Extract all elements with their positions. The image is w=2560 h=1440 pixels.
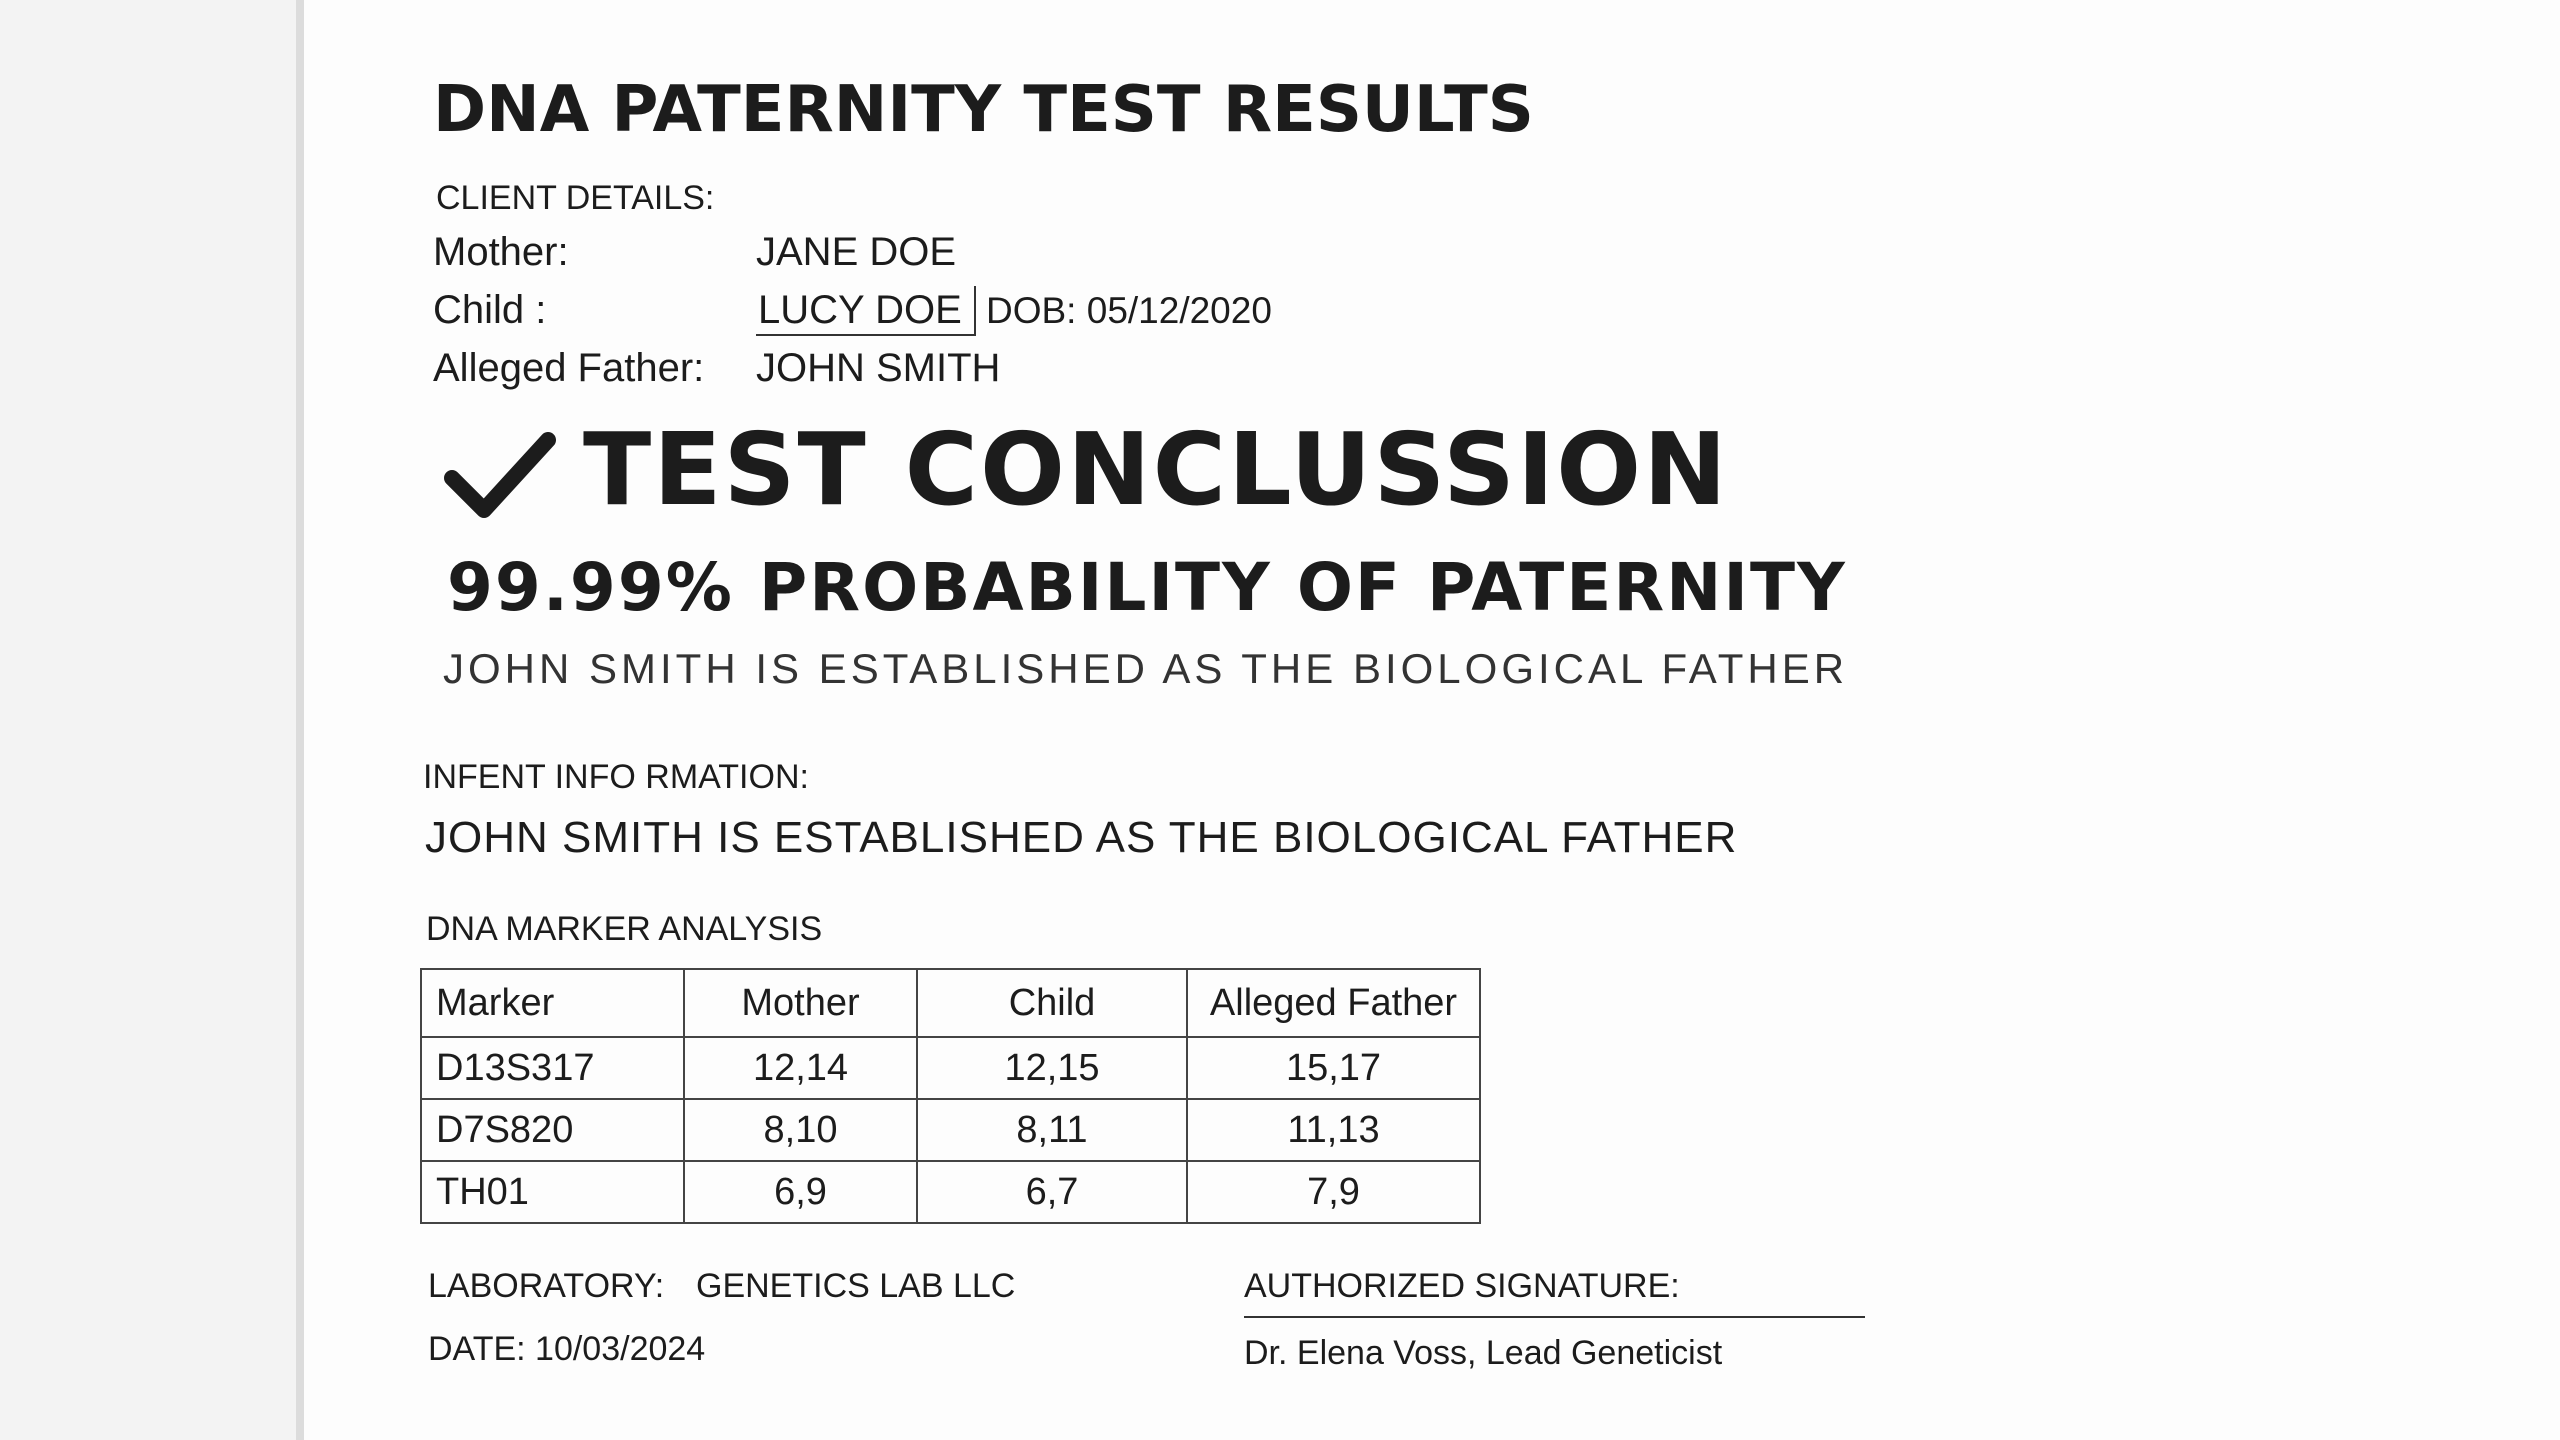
probability: 99.99% PROBABILITY OF PATERNITY: [447, 549, 1847, 626]
cell: D7S820: [420, 1098, 685, 1162]
field-value: JANE DOE: [756, 230, 957, 274]
table-header: Marker Mother Child Alleged Father: [420, 968, 1481, 1038]
table-row: D13S317 12,14 12,15 15,17: [420, 1036, 1481, 1100]
marker-table: Marker Mother Child Alleged Father D13S3…: [420, 968, 1481, 1224]
signer: Dr. Elena Voss, Lead Geneticist: [1244, 1334, 1723, 1372]
cell: D13S317: [420, 1036, 685, 1100]
signature-label: AUTHORIZED SIGNATURE:: [1244, 1267, 1680, 1305]
lab-label: LABORATORY:: [428, 1267, 665, 1305]
infant-text: JOHN SMITH IS ESTABLISHED AS THE BIOLOGI…: [425, 813, 1738, 862]
checkmark: [444, 432, 556, 518]
table-row: TH01 6,9 6,7 7,9: [420, 1160, 1481, 1224]
cell: 6,7: [916, 1160, 1188, 1224]
signature-line: [1244, 1316, 1865, 1318]
table-row: D7S820 8,10 8,11 11,13: [420, 1098, 1481, 1162]
conclusion-heading: TEST CONCLUSSION: [583, 411, 1729, 528]
date: DATE: 10/03/2024: [428, 1330, 706, 1368]
header-cell: Mother: [683, 968, 918, 1038]
section-label: INFENT INFO RMATION:: [423, 758, 809, 796]
lab-value: GENETICS LAB LLC: [696, 1267, 1016, 1305]
field-value: LUCY DOE: [756, 286, 976, 336]
field-label: Child :: [433, 288, 547, 332]
field-label: Mother:: [433, 230, 569, 274]
cell: 15,17: [1186, 1036, 1481, 1100]
cell: 11,13: [1186, 1098, 1481, 1162]
cell: 8,11: [916, 1098, 1188, 1162]
title: DNA PATERNITY TEST RESULTS: [433, 73, 1534, 147]
cell: 12,14: [683, 1036, 918, 1100]
section-label: DNA MARKER ANALYSIS: [426, 910, 823, 948]
section-label: CLIENT DETAILS:: [436, 179, 715, 217]
cell: 8,10: [683, 1098, 918, 1162]
field-label: Alleged Father:: [433, 346, 705, 390]
cell: 7,9: [1186, 1160, 1481, 1224]
cell: 12,15: [916, 1036, 1188, 1100]
header-cell: Child: [916, 968, 1188, 1038]
field-value: JOHN SMITH: [756, 346, 1001, 390]
cell: TH01: [420, 1160, 685, 1224]
dob: DOB: 05/12/2020: [986, 290, 1272, 331]
cell: 6,9: [683, 1160, 918, 1224]
statement: JOHN SMITH IS ESTABLISHED AS THE BIOLOGI…: [443, 645, 1849, 692]
background-strip: [0, 0, 304, 1440]
header-cell: Alleged Father: [1186, 968, 1481, 1038]
header-cell: Marker: [420, 968, 685, 1038]
